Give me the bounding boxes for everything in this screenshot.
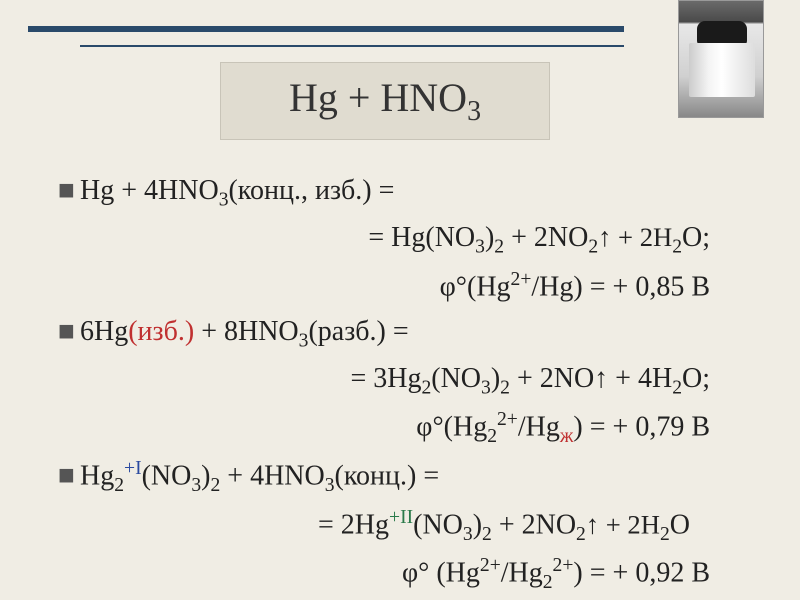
s: 2 <box>211 475 221 496</box>
title-plus: + <box>338 75 381 120</box>
title-hg: Hg <box>289 75 338 120</box>
t: + 2NO↑ + 4H <box>510 363 672 394</box>
eq1-phi: φ°(Hg2+/Hg) = + 0,85 В <box>58 265 760 309</box>
t: + 2NO <box>504 222 588 253</box>
s: ж <box>560 426 574 447</box>
t: ) <box>491 363 500 394</box>
bullet-icon: ■ <box>58 311 80 354</box>
eq1-line2: = Hg(NO3)2 + 2NO2↑ + 2H2O; <box>58 217 760 262</box>
accent-bar-thin <box>80 45 624 47</box>
t: (NO <box>431 363 481 394</box>
s: 3 <box>463 524 473 545</box>
up-arrow-icon: ↑ + 2H <box>598 222 672 252</box>
bullet-icon: ■ <box>58 170 80 213</box>
s: 3 <box>299 330 309 351</box>
t: = Hg(NO <box>368 222 475 253</box>
t: + 2NO <box>492 509 576 540</box>
t: 6Hg <box>80 316 128 347</box>
t: (конц.) = <box>335 460 440 491</box>
t: (конц., изб.) = <box>228 175 394 206</box>
t: ) <box>485 222 494 253</box>
eq3-phi: φ° (Hg2+/Hg22+) = + 0,92 В <box>58 551 760 598</box>
eq1-line1: ■Hg + 4HNO3(конц., изб.) = <box>58 170 760 215</box>
t: O <box>670 509 690 540</box>
eq2-phi: φ°(Hg22+/Hgж) = + 0,79 В <box>58 405 760 452</box>
title-sub3: 3 <box>467 96 481 127</box>
title-box: Hg + HNO3 <box>220 62 550 140</box>
content-area: ■Hg + 4HNO3(конц., изб.) = = Hg(NO3)2 + … <box>58 170 760 600</box>
s: 2 <box>576 524 586 545</box>
t: ) = + 0,79 В <box>573 412 710 443</box>
s: 2 <box>660 524 670 545</box>
s: 2 <box>500 378 510 399</box>
s: 3 <box>475 237 485 258</box>
t: Hg + 4HNO <box>80 175 219 206</box>
t: (разб.) = <box>308 316 408 347</box>
s: 2 <box>482 524 492 545</box>
s: 2+ <box>480 555 501 576</box>
accent-bar-thick <box>28 26 624 32</box>
s: +II <box>389 507 413 528</box>
s: 3 <box>219 190 229 211</box>
up-arrow-icon: ↑ + 2H <box>586 509 660 539</box>
s: 2+ <box>511 269 532 290</box>
t: (NO <box>142 460 192 491</box>
eq3-line1: ■Hg2+I(NO3)2 + 4HNO3(конц.) = <box>58 454 760 501</box>
s: 2+ <box>497 409 518 430</box>
t: + 8HNO <box>194 316 298 347</box>
t: = 3Hg <box>350 363 421 394</box>
t: ) <box>473 509 482 540</box>
s: 2 <box>588 237 598 258</box>
t: /Hg <box>518 412 560 443</box>
t: Hg <box>80 460 114 491</box>
s: 2 <box>114 475 124 496</box>
s: 3 <box>191 475 201 496</box>
t: ) <box>201 460 210 491</box>
s: 3 <box>325 475 335 496</box>
eq2-line2: = 3Hg2(NO3)2 + 2NO↑ + 4H2O; <box>58 358 760 403</box>
bullet-icon: ■ <box>58 455 80 498</box>
t: φ°(Hg <box>440 271 511 302</box>
s: 2 <box>487 426 497 447</box>
s: 2+ <box>553 555 574 576</box>
title-hno3: HNO <box>380 75 467 120</box>
s: 3 <box>481 378 491 399</box>
t: (NO <box>413 509 463 540</box>
t: ) = + 0,92 В <box>573 558 710 589</box>
eq3-line2: = 2Hg+II(NO3)2 + 2NO2↑ + 2H2O <box>58 503 760 550</box>
t: φ° (Hg <box>402 558 480 589</box>
s: +I <box>124 458 142 479</box>
s: 2 <box>672 237 682 258</box>
t: = 2Hg <box>318 509 389 540</box>
t: /Hg <box>501 558 543 589</box>
t: /Hg) = + 0,85 В <box>531 271 710 302</box>
s: 2 <box>543 572 553 593</box>
s: 2 <box>421 378 431 399</box>
page-title: Hg + HNO3 <box>289 74 481 128</box>
t: O; <box>682 222 710 253</box>
t: (изб.) <box>128 316 194 347</box>
eq2-line1: ■6Hg(изб.) + 8HNO3(разб.) = <box>58 311 760 356</box>
t: O; <box>682 363 710 394</box>
t: φ°(Hg <box>416 412 487 443</box>
s: 2 <box>672 378 682 399</box>
s: 2 <box>494 237 504 258</box>
beaker-image <box>678 0 764 118</box>
t: + 4HNO <box>220 460 324 491</box>
